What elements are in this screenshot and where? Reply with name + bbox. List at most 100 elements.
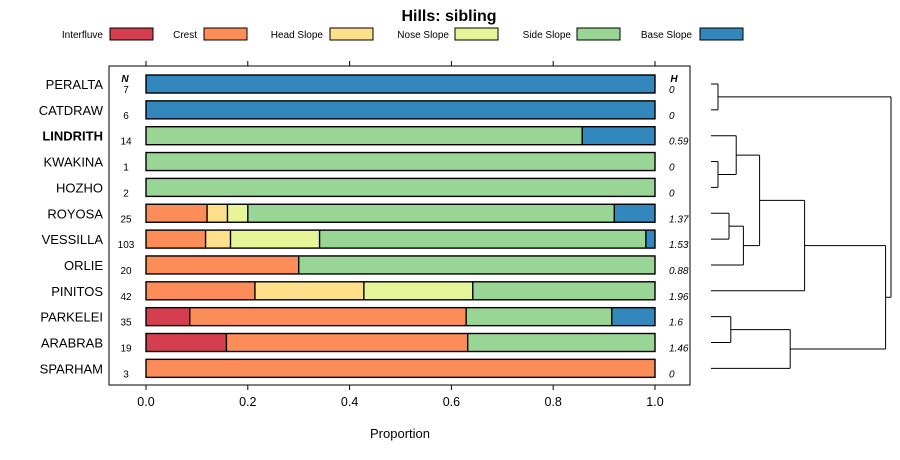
bar-segment-10-4: [467, 333, 655, 352]
bar-outline-8: [145, 281, 656, 301]
row-n-11: 3: [123, 369, 129, 380]
bar-segment-4-4: [146, 178, 655, 197]
row-label-2: LINDRITH: [42, 129, 103, 144]
legend-label-0: Interfluve: [62, 30, 104, 41]
bar-outline-7: [145, 255, 656, 275]
bar-segment-3-4: [146, 152, 655, 171]
legend-swatch-5: [699, 27, 744, 41]
legend-label-2: Head Slope: [271, 30, 324, 41]
legend-swatch-3: [454, 27, 499, 41]
bar-segment-5-4: [247, 204, 615, 223]
bar-outline-0: [145, 74, 656, 94]
x-tick-label-1: 0.2: [239, 395, 256, 409]
row-label-5: ROYOSA: [47, 206, 103, 221]
bar-segment-5-3: [227, 204, 248, 223]
row-n-7: 20: [120, 266, 132, 277]
row-label-10: ARABRAB: [41, 336, 103, 351]
bar-segment-5-5: [614, 204, 655, 223]
row-n-1: 6: [123, 111, 129, 122]
row-label-8: PINITOS: [51, 284, 103, 299]
x-tick-label-5: 1.0: [646, 395, 663, 409]
row-label-9: PARKELEI: [40, 310, 103, 325]
bar-segment-6-3: [230, 230, 320, 249]
x-tick-label-2: 0.4: [341, 395, 358, 409]
bar-segment-8-2: [254, 281, 364, 300]
row-label-3: KWAKINA: [44, 155, 104, 170]
bar-segment-1-5: [146, 100, 655, 119]
legend: Interfluve Crest Head Slope Nose Slope Side …: [62, 27, 744, 41]
row-h-3: 0: [669, 163, 675, 174]
bar-segment-8-1: [146, 281, 255, 300]
plot-area: N H PERALTA 7 0 CATDRAW 6 0 LINDRITH 14 0.59 KWAKIN…: [39, 65, 691, 386]
bar-segment-6-5: [645, 230, 655, 249]
row-n-5: 25: [120, 214, 132, 225]
x-tick-label-4: 0.8: [545, 395, 562, 409]
legend-swatch-4: [576, 27, 621, 41]
row-label-0: PERALTA: [46, 77, 104, 92]
bar-segment-10-1: [226, 333, 468, 352]
x-tick-label-0: 0.0: [137, 395, 154, 409]
row-label-11: SPARHAM: [40, 361, 103, 376]
bar-segment-9-5: [611, 307, 655, 326]
bar-segment-8-3: [363, 281, 473, 300]
bar-segment-11-1: [146, 359, 655, 378]
chart-title: Hills: sibling: [401, 8, 496, 25]
row-n-2: 14: [120, 137, 132, 148]
bar-segment-10-0: [146, 333, 227, 352]
h-column-header: H: [670, 74, 678, 85]
row-h-5: 1.37: [669, 214, 689, 225]
bar-outline-2: [145, 125, 656, 146]
row-n-6: 103: [118, 240, 135, 251]
bar-segment-2-4: [146, 126, 583, 145]
legend-label-4: Side Slope: [523, 30, 572, 41]
row-h-11: 0: [669, 369, 675, 380]
row-label-1: CATDRAW: [39, 103, 104, 118]
x-axis: 0.0 0.2 0.4 0.6 0.8 1.0: [137, 61, 664, 409]
bar-outline-11: [145, 358, 656, 379]
bar-outline-5: [145, 203, 656, 223]
row-h-4: 0: [669, 188, 675, 199]
bar-segment-0-5: [146, 75, 655, 93]
legend-swatch-0: [109, 27, 154, 41]
legend-label-5: Base Slope: [641, 30, 693, 41]
legend-label-1: Crest: [173, 30, 197, 41]
row-n-0: 7: [123, 85, 129, 96]
bar-segment-9-4: [466, 307, 612, 326]
row-n-8: 42: [120, 292, 132, 303]
row-n-10: 19: [120, 344, 132, 355]
row-h-10: 1.46: [669, 344, 689, 355]
x-tick-label-3: 0.6: [443, 395, 460, 409]
bar-segment-6-2: [205, 230, 231, 249]
bar-segment-6-4: [319, 230, 646, 249]
legend-swatch-1: [203, 27, 248, 41]
bar-outline-3: [145, 151, 656, 172]
bar-segment-7-4: [298, 255, 655, 274]
bar-segment-7-1: [146, 255, 299, 274]
bar-outline-4: [145, 177, 656, 198]
row-label-7: ORLIE: [64, 258, 103, 273]
row-h-2: 0.59: [669, 137, 689, 148]
legend-label-3: Nose Slope: [397, 30, 449, 41]
row-n-9: 35: [120, 318, 132, 329]
bar-segment-9-0: [146, 307, 190, 326]
bar-segment-6-1: [146, 230, 206, 249]
row-h-1: 0: [669, 111, 675, 122]
bar-outline-9: [145, 306, 656, 327]
row-n-4: 2: [123, 188, 129, 199]
row-label-4: HOZHO: [56, 180, 103, 195]
legend-swatch-2: [329, 27, 374, 41]
row-label-6: VESSILLA: [42, 232, 104, 247]
row-h-8: 1.96: [669, 292, 689, 303]
bar-segment-9-1: [189, 307, 467, 326]
bar-outline-6: [145, 229, 656, 249]
row-h-6: 1.53: [669, 240, 689, 251]
dendrogram: [711, 83, 892, 369]
row-h-9: 1.6: [669, 318, 683, 329]
row-h-0: 0: [669, 85, 675, 96]
bar-outline-10: [145, 332, 656, 353]
row-h-7: 0.88: [669, 266, 689, 277]
x-axis-title: Proportion: [370, 426, 430, 441]
bar-segment-5-1: [146, 204, 208, 223]
n-column-header: N: [121, 74, 129, 85]
